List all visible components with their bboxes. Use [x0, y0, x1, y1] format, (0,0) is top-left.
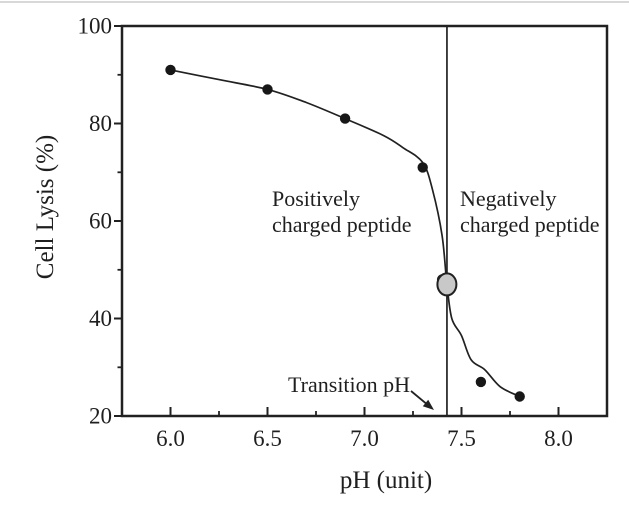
data-point [514, 391, 525, 402]
x-axis-title: pH (unit) [339, 467, 433, 494]
annotation-positively-charged-peptide: Positively charged peptide [272, 186, 412, 237]
data-point [165, 64, 176, 76]
y-tick-label: 20 [89, 404, 112, 429]
data-point [262, 84, 273, 95]
transition-point-marker [436, 272, 458, 297]
x-tick-label: 6.0 [156, 426, 185, 451]
transition-arrow-head [422, 399, 434, 410]
y-tick-label: 100 [78, 14, 113, 39]
annotation-negatively-charged-peptide: Negatively charged peptide [460, 186, 600, 237]
fit-curve [169, 69, 521, 398]
y-axis-title: Cell Lysis (%) [32, 134, 59, 280]
y-tick-label: 40 [89, 306, 112, 331]
transition-arrow-line [410, 390, 429, 406]
data-point [475, 376, 487, 388]
x-tick-label: 6.5 [253, 426, 282, 451]
data-point [417, 162, 428, 173]
annotation-transition-ph: Transition pH [288, 372, 411, 397]
data-point [339, 113, 351, 124]
y-tick-label: 60 [89, 209, 112, 234]
x-tick-label: 7.0 [350, 426, 379, 451]
y-tick-label: 80 [89, 111, 112, 136]
x-tick-label: 7.5 [447, 426, 476, 451]
x-tick-label: 8.0 [544, 426, 573, 451]
